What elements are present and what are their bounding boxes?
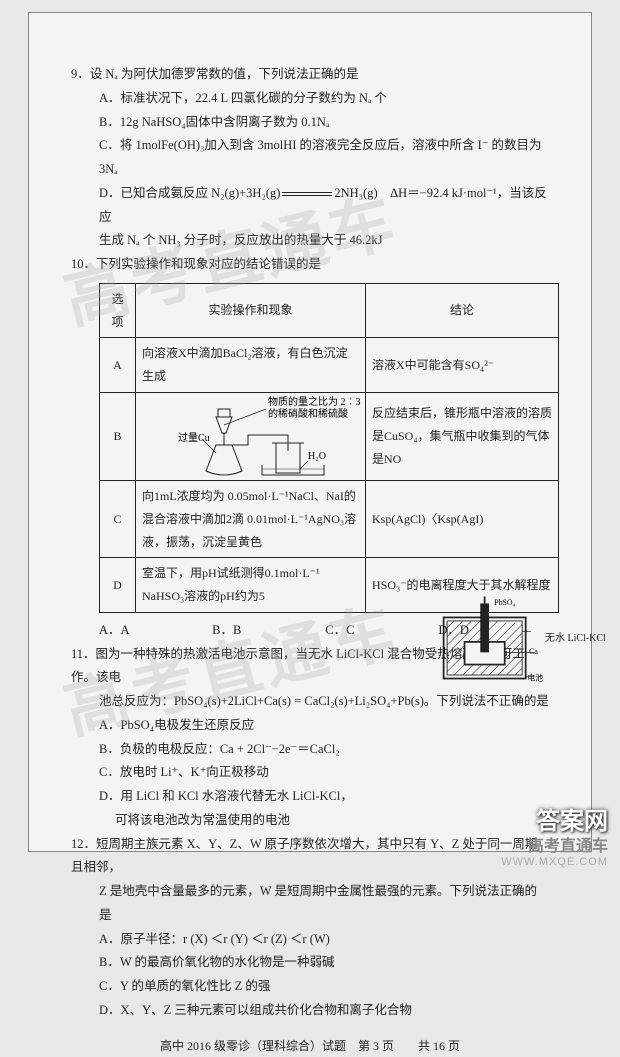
q12-stem1: 12．短周期主族元素 X、Y、Z、W 原子序数依次增大，其中只有 Y、Z 处于同… [71,833,549,881]
q9-opt-d: D．已知合成氨反应 N₂(g)+3H₂(g)2NH₃(g) ΔH＝−92.4 k… [71,182,549,230]
q11-opt-d2: 可将该电池改为常温使用的电池 [71,809,549,833]
q11-opt-a: A．PbSO₄电极发生还原反应 [71,714,549,738]
table-row: A 向溶液X中滴加BaCl₂溶液，有白色沉淀生成 溶液X中可能含有SO₄²⁻ [100,338,559,393]
row-b-res: 反应结束后，锥形瓶中溶液的溶质是CuSO₄，集气瓶中收集到的气体是NO [366,392,559,480]
q11-opt-b: B．负极的电极反应：Ca + 2Cl⁻−2e⁻＝CaCl₂ [71,738,549,762]
q11-stem2: 池总反应为：PbSO₄(s)+2LiCl+Ca(s) = CaCl₂(s)+Li… [71,690,549,714]
row-d-op: 室温下，用pH试纸测得0.1mol·L⁻¹ NaHSO₃溶液的pH约为5 [136,558,366,613]
th-option: 选项 [100,283,136,338]
ans-b: B．B [212,619,322,643]
q12-opt-d: D．X、Y、Z 三种元素可以组成共价化合物和离子化合物 [71,999,549,1023]
battery-diagram-icon: PbSO₄ Ca 电池壳 [435,593,543,689]
row-c-label: C [100,480,136,557]
row-b-op: 物质的量之比为 2∶3 的稀硝酸和稀硫酸 过量Cu [136,392,366,480]
ca-label: Ca [529,647,538,656]
equilibrium-arrow-icon [282,192,332,196]
row-a-res: 溶液X中可能含有SO₄²⁻ [366,338,559,393]
row-a-op: 向溶液X中滴加BaCl₂溶液，有白色沉淀生成 [136,338,366,393]
ans-a: A．A [99,619,209,643]
q11-opt-c: C．放电时 Li⁺、K⁺向正极移动 [71,761,549,785]
q10-stem: 10．下列实验操作和现象对应的结论错误的是 [71,253,549,277]
h2o-label: H₂O [308,451,326,462]
q9-stem: 9．设 Nₐ 为阿伏加德罗常数的值，下列说法正确的是 [71,63,549,87]
corner-c: WWW.MXQE.COM [501,856,608,869]
q11-opt-d1: D．用 LiCl 和 KCl 水溶液代替无水 LiCl-KCl， [71,785,549,809]
th-operation: 实验操作和现象 [136,283,366,338]
q9-opt-c: C．将 1molFe(OH)₃加入到含 3molHI 的溶液完全反应后，溶液中所… [71,134,549,182]
apparatus-diagram-icon: 物质的量之比为 2∶3 的稀硝酸和稀硫酸 过量Cu [138,395,364,479]
page-footer: 高中 2016 级零诊（理科综合）试题 第 3 页 共 16 页 [71,1035,549,1057]
corner-a: 答案网 [501,808,608,837]
q9-opt-b: B．12g NaHSO₄固体中含阴离子数为 0.1Nₐ [71,111,549,135]
q9-opt-a: A．标准状况下，22.4 L 四氯化碳的分子数约为 Nₐ 个 [71,87,549,111]
row-b-label: B [100,392,136,480]
corner-b: 高考直通车 [501,837,608,856]
table-row: C 向1mL浓度均为 0.05mol·L⁻¹NaCl、NaI的混合溶液中滴加2滴… [100,480,559,557]
q9-d-part1: D．已知合成氨反应 N₂(g)+3H₂(g) [99,186,280,200]
q9-d-cont: 生成 Nₐ 个 NH₃ 分子时，反应放出的热量大于 46.2kJ [71,229,549,253]
ans-c: C．C [325,619,435,643]
q12-opt-c: C．Y 的单质的氧化性比 Z 的强 [71,975,549,999]
shell-label: 电池壳 [527,672,543,682]
corner-watermark: 答案网 高考直通车 WWW.MXQE.COM [501,808,608,869]
row-a-label: A [100,338,136,393]
q12-opt-a: A．原子半径：r (X) ＜r (Y) ＜r (Z) ＜r (W) [71,928,549,952]
b-bot-text: 的稀硝酸和稀硫酸 [268,407,348,420]
q12-opt-b: B．W 的最高价氧化物的水化物是一种弱碱 [71,951,549,975]
pbso4-label: PbSO₄ [494,598,515,607]
licl-label: 无水 LiCl-KCl [545,629,620,648]
q12-stem2: Z 是地壳中含量最多的元素，W 是短周期中金属性最强的元素。下列说法正确的是 [71,880,549,928]
row-c-op: 向1mL浓度均为 0.05mol·L⁻¹NaCl、NaI的混合溶液中滴加2滴 0… [136,480,366,557]
row-c-res: Ksp(AgCl)〈Ksp(AgI) [366,480,559,557]
q10-table: 选项 实验操作和现象 结论 A 向溶液X中滴加BaCl₂溶液，有白色沉淀生成 溶… [99,283,559,613]
th-result: 结论 [366,283,559,338]
row-d-label: D [100,558,136,613]
table-row: B 物质的量之比为 2∶3 的稀硝酸和稀硫酸 过量Cu [100,392,559,480]
b-top-text: 物质的量之比为 2∶3 [268,395,361,408]
